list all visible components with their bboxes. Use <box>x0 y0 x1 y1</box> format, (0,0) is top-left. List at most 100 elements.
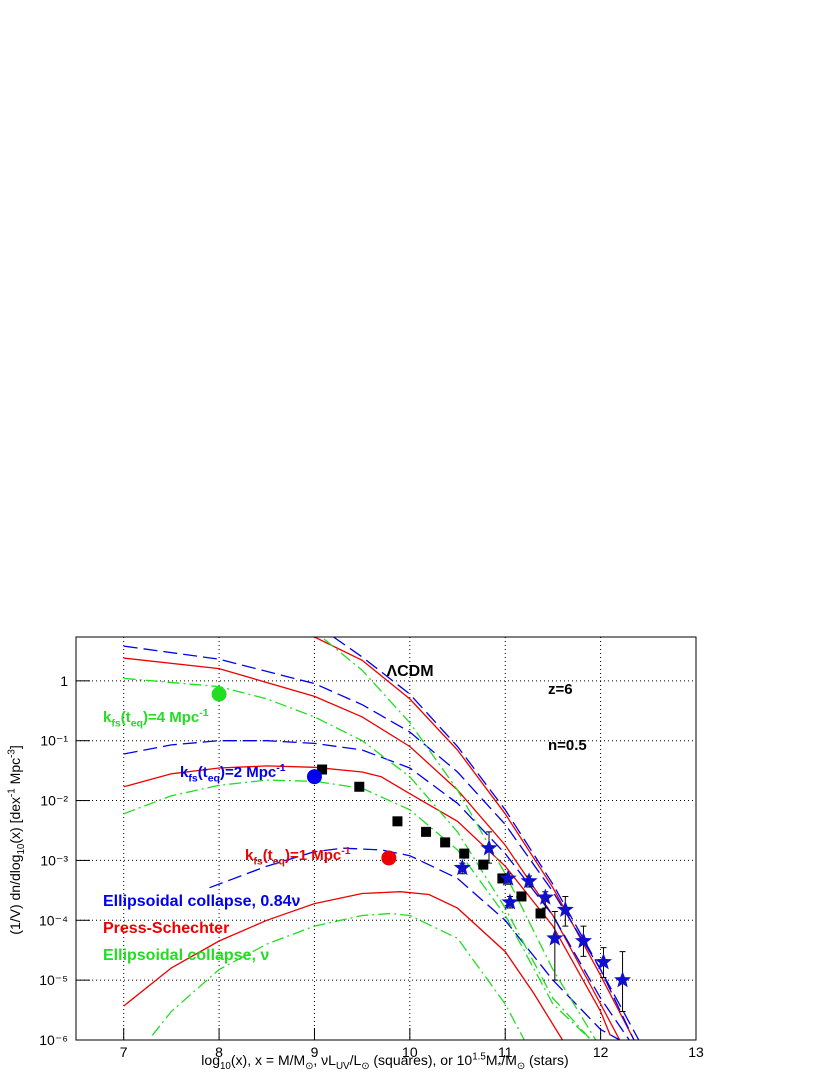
text-part: Mpc <box>7 758 23 788</box>
error-bar <box>551 911 558 981</box>
text-part: (t <box>198 764 208 781</box>
text-part: , νL <box>313 1052 336 1068</box>
text-part: )=2 Mpc <box>220 764 276 781</box>
text-part: ⊙ <box>517 1061 525 1072</box>
annotation: n=0.5 <box>548 737 587 754</box>
curve <box>209 847 621 1040</box>
text-part: k <box>180 764 189 781</box>
curve <box>333 637 640 1040</box>
star-marker <box>453 858 471 876</box>
text-part: /M <box>501 1052 517 1068</box>
text-part: (squares), or 10 <box>370 1052 473 1068</box>
text-part: ] <box>7 745 23 749</box>
curve <box>151 912 525 1040</box>
text-part: /L <box>350 1052 362 1068</box>
y-tick-label: 10⁻⁴ <box>39 912 68 928</box>
text-part: 1.5 <box>472 1051 486 1062</box>
y-tick-label: 1 <box>60 673 68 689</box>
circle-marker <box>306 769 322 785</box>
text-part: ⊙ <box>305 1061 313 1072</box>
text-part: -3 <box>6 749 17 758</box>
curve <box>314 637 635 1040</box>
text-part: (t <box>121 709 131 726</box>
text-part: -1 <box>276 762 285 774</box>
square-marker <box>478 859 489 870</box>
frame <box>75 636 697 1041</box>
cutoff-label: kfs(teq)=1 Mpc-1 <box>245 845 351 868</box>
text-part: 10 <box>16 843 27 854</box>
text-part: )=4 Mpc <box>143 709 199 726</box>
text-part: -1 <box>6 788 17 797</box>
curves <box>123 637 640 1040</box>
star-marker <box>501 893 519 910</box>
curve <box>123 677 592 1040</box>
square-marker <box>459 848 470 859</box>
text-part: log <box>201 1052 220 1068</box>
x-tick-label: 10 <box>402 1044 418 1060</box>
x-tick-label: 11 <box>498 1044 513 1060</box>
text-part: k <box>245 847 254 864</box>
y-axis-title: (1/V) dn/dlog10(x) [dex-1 Mpc-3] <box>6 745 27 934</box>
x-tick-label: 12 <box>593 1044 609 1060</box>
star-marker <box>594 953 612 970</box>
text-part: * <box>498 1061 502 1072</box>
square-marker <box>421 826 432 837</box>
star-marker <box>480 839 498 856</box>
star-marker <box>546 929 564 946</box>
text-part: eq <box>131 718 143 730</box>
legend-text: Press-Schechter <box>103 920 229 937</box>
square-marker <box>497 873 508 884</box>
text-part: k <box>103 709 112 726</box>
annotation: z=6 <box>548 681 573 698</box>
text-part: M <box>486 1052 498 1068</box>
legend-text: Ellipsoidal collapse, ν <box>103 947 269 964</box>
text-part: UV <box>336 1061 350 1072</box>
cutoff-label: kfs(teq)=4 Mpc-1 <box>103 707 209 730</box>
star-marker <box>536 888 554 905</box>
text-part: eq <box>208 773 220 785</box>
legend-text: Ellipsoidal collapse, 0.84ν <box>103 893 301 910</box>
curve <box>123 645 635 1040</box>
text-part: fs <box>188 773 197 785</box>
square-marker <box>354 781 365 792</box>
star-marker <box>614 971 632 988</box>
chart-title: ΛCDM <box>386 663 433 680</box>
circle-marker <box>211 686 227 702</box>
text-part: (t <box>263 847 273 864</box>
x-tick-label: 8 <box>215 1044 223 1060</box>
square-marker <box>535 908 546 919</box>
text-part: 10 <box>220 1061 231 1072</box>
y-tick-label: 10⁻¹ <box>40 733 68 749</box>
y-tick-label: 10⁻² <box>40 793 68 809</box>
labels: ΛCDM z=6 n=0.5 7 8 9 10 11 12 13 10⁻⁶ 10⁻⁵ 10⁻⁴ 10… <box>6 663 704 1072</box>
star-marker <box>499 869 517 886</box>
text-part: -1 <box>199 707 208 719</box>
text-part: (x) [dex <box>7 797 23 844</box>
curve <box>123 740 630 1040</box>
curve <box>123 657 621 1040</box>
curve <box>323 638 597 1040</box>
square-marker <box>440 837 451 848</box>
text-part: ⊙ <box>361 1061 369 1072</box>
text-part: )=1 Mpc <box>285 847 341 864</box>
y-tick-label: 10⁻³ <box>40 852 68 868</box>
star-marker <box>556 900 574 917</box>
x-tick-label: 7 <box>120 1044 128 1060</box>
text-part: eq <box>273 856 285 868</box>
star-marker <box>520 872 538 889</box>
circle-marker <box>381 850 397 866</box>
curve <box>123 891 564 1040</box>
y-tick-label: 10⁻⁶ <box>39 1032 68 1048</box>
markers <box>211 686 632 1012</box>
square-marker <box>516 891 527 902</box>
x-tick-label: 9 <box>311 1044 319 1060</box>
square-marker <box>392 816 403 827</box>
y-tick-label: 10⁻⁵ <box>39 972 68 988</box>
text-part: -1 <box>341 845 350 857</box>
text-part: fs <box>111 718 120 730</box>
grid <box>76 637 697 1041</box>
x-tick-label: 13 <box>688 1044 704 1060</box>
text-part: (stars) <box>525 1052 569 1068</box>
